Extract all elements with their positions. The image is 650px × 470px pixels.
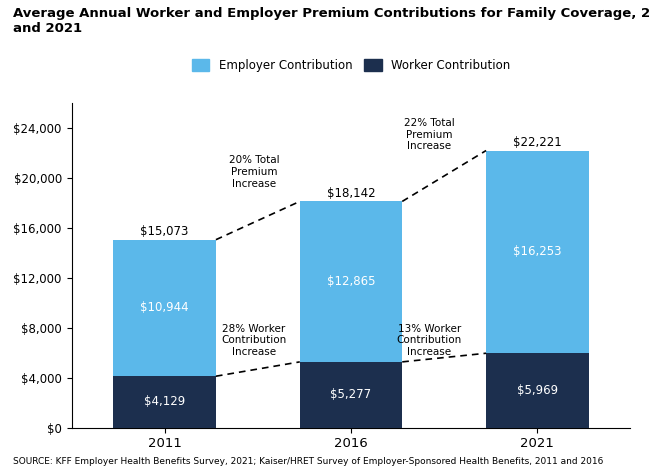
Bar xyxy=(486,353,589,428)
Text: $16,253: $16,253 xyxy=(513,245,562,258)
Bar xyxy=(300,202,402,362)
Legend: Employer Contribution, Worker Contribution: Employer Contribution, Worker Contributi… xyxy=(187,54,515,77)
Text: $10,944: $10,944 xyxy=(140,301,189,314)
Bar xyxy=(300,362,402,428)
Text: $5,969: $5,969 xyxy=(517,384,558,397)
Text: Average Annual Worker and Employer Premium Contributions for Family Coverage, 20: Average Annual Worker and Employer Premi… xyxy=(13,7,650,35)
Text: $18,142: $18,142 xyxy=(327,187,375,200)
Text: 13% Worker
Contribution
Increase: 13% Worker Contribution Increase xyxy=(396,324,462,357)
Bar xyxy=(113,376,216,428)
Bar xyxy=(486,150,589,353)
Text: SOURCE: KFF Employer Health Benefits Survey, 2021; Kaiser/HRET Survey of Employe: SOURCE: KFF Employer Health Benefits Sur… xyxy=(13,457,603,466)
Text: $22,221: $22,221 xyxy=(513,136,562,149)
Text: 22% Total
Premium
Increase: 22% Total Premium Increase xyxy=(404,118,454,151)
Bar xyxy=(113,240,216,376)
Text: 20% Total
Premium
Increase: 20% Total Premium Increase xyxy=(229,156,280,188)
Text: $5,277: $5,277 xyxy=(330,388,372,401)
Text: $4,129: $4,129 xyxy=(144,395,185,408)
Text: $15,073: $15,073 xyxy=(140,225,189,238)
Text: $12,865: $12,865 xyxy=(327,275,375,288)
Text: 28% Worker
Contribution
Increase: 28% Worker Contribution Increase xyxy=(222,324,287,357)
